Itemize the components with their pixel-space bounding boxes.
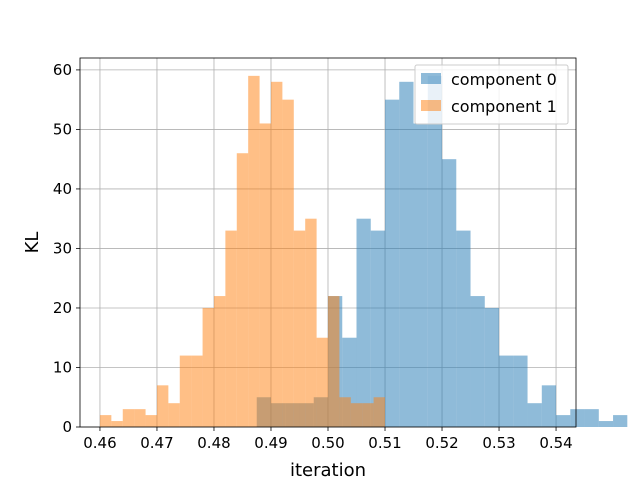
histogram-bar-component-1	[236, 153, 249, 427]
histogram-bar-component-1	[191, 355, 203, 427]
histogram-bar-component-0	[470, 296, 485, 427]
histogram-bar-component-1	[156, 385, 169, 427]
histogram-bar-component-1	[316, 337, 328, 427]
legend-swatch-component-0	[421, 73, 441, 84]
x-tick-label: 0.53	[482, 434, 515, 452]
histogram-bar-component-0	[484, 307, 500, 427]
y-tick-label: 10	[53, 358, 72, 376]
histogram-bar-component-1	[179, 355, 192, 427]
y-tick-label: 40	[53, 180, 72, 198]
histogram-bar-component-0	[385, 99, 400, 428]
histogram-bar-component-0	[370, 230, 386, 427]
histogram-bar-component-1	[122, 409, 135, 427]
histogram-bar-component-0	[499, 355, 514, 427]
histogram-bar-component-1	[168, 403, 180, 427]
histogram-bar-component-1	[282, 99, 294, 428]
histogram-bar-component-1	[350, 403, 363, 427]
bars	[99, 75, 628, 428]
legend-label-component-1: component 1	[451, 97, 557, 116]
histogram-bar-component-0	[456, 230, 471, 427]
histogram-bar-component-1	[362, 403, 374, 427]
x-axis-label: iteration	[290, 460, 366, 480]
histogram-bar-component-1	[145, 415, 157, 427]
legend-swatch-component-1	[421, 100, 441, 111]
x-tick-label: 0.48	[197, 434, 230, 452]
histogram-bar-component-0	[513, 355, 528, 427]
x-tick-label: 0.51	[368, 434, 401, 452]
y-tick-label: 20	[53, 299, 72, 317]
histogram-bar-component-1	[111, 421, 123, 427]
histogram-bar-component-0	[399, 81, 414, 427]
histogram-bar-component-1	[134, 409, 146, 427]
legend-label-component-0: component 0	[451, 70, 557, 89]
x-tick-label: 0.47	[140, 434, 173, 452]
histogram-bar-component-1	[99, 415, 112, 427]
histogram-bar-component-1	[270, 81, 283, 427]
x-tick-label: 0.46	[83, 434, 116, 452]
histogram-bar-component-1	[248, 75, 260, 428]
x-tick-label: 0.50	[311, 434, 344, 452]
histogram-bar-component-0	[570, 409, 585, 427]
y-tick-label: 50	[53, 120, 72, 138]
legend-frame	[414, 64, 569, 125]
histogram-bar-component-1	[225, 230, 237, 427]
histogram-bar-component-0	[442, 159, 457, 427]
y-tick-label: 60	[53, 61, 72, 79]
histogram-bar-component-0	[527, 403, 542, 427]
x-tick-label: 0.52	[425, 434, 458, 452]
histogram-bar-component-1	[305, 218, 317, 427]
histogram-bar-component-0	[356, 218, 371, 427]
histogram-bar-component-0	[541, 385, 557, 427]
y-tick-label: 0	[62, 418, 72, 436]
histogram-bar-component-0	[598, 421, 614, 427]
histogram-bar-component-0	[427, 75, 443, 428]
histogram-bar-component-1	[213, 296, 226, 427]
x-tick-label: 0.54	[539, 434, 572, 452]
y-tick-label: 30	[53, 239, 72, 257]
histogram-bar-component-1	[339, 397, 351, 427]
histogram-bar-component-1	[259, 123, 271, 427]
histogram-bar-component-0	[556, 415, 571, 427]
histogram-bar-component-1	[202, 307, 214, 427]
legend: component 0 component 1	[414, 64, 569, 125]
x-tick-label: 0.49	[254, 434, 287, 452]
histogram-bar-component-1	[373, 397, 386, 427]
histogram-bar-component-0	[413, 123, 428, 427]
axis-ticks: 0.46 0.47 0.48 0.49 0.50 0.51 0.52 0.53 0.54 0 10 2…	[53, 61, 573, 452]
histogram-bar-component-1	[293, 230, 306, 427]
histogram-bar-component-0	[584, 409, 599, 427]
histogram-bar-component-0	[613, 415, 628, 427]
histogram-bar-component-1	[328, 296, 340, 427]
y-axis-label: KL	[22, 232, 43, 254]
